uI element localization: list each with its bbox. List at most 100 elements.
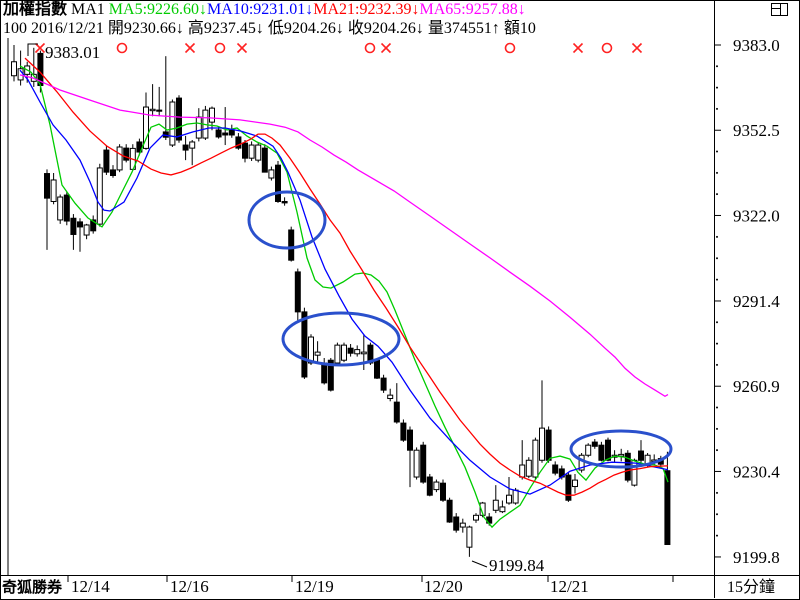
y-axis-minor-tick xyxy=(716,449,718,452)
candle-down xyxy=(228,129,235,136)
candle-down xyxy=(222,132,229,136)
candle-down xyxy=(77,221,83,228)
candle-up xyxy=(473,514,479,521)
candle-down xyxy=(420,444,427,483)
candle-down xyxy=(327,359,334,391)
extreme-price-label: 9383.01 xyxy=(45,43,100,62)
candle-down xyxy=(215,129,222,138)
ma-line-ma10 xyxy=(19,69,669,495)
candle-down xyxy=(301,311,308,378)
candle-up xyxy=(506,494,512,504)
x-axis-date-label: 12/14 xyxy=(71,577,110,596)
candle-down xyxy=(440,482,446,501)
candle-down xyxy=(552,464,559,474)
candle-down xyxy=(545,429,552,461)
candle-up xyxy=(631,459,638,486)
candle-up xyxy=(459,522,466,528)
signal-cross xyxy=(184,42,196,54)
x-axis-date-label: 12/16 xyxy=(170,577,209,596)
candle-up xyxy=(433,481,440,491)
period-label: 15分鐘 xyxy=(727,578,775,596)
y-axis-minor-tick xyxy=(716,321,718,324)
candle-down xyxy=(242,142,248,159)
y-axis-minor-tick xyxy=(716,193,718,196)
candle-down xyxy=(261,147,268,173)
candle-down xyxy=(598,444,605,461)
y-axis-minor-tick xyxy=(716,235,718,238)
ma-legend-item: MA65:9257.88↓ xyxy=(419,1,526,18)
y-axis-minor-tick xyxy=(716,342,718,345)
brand-label: 奇狐勝券 xyxy=(2,578,63,596)
y-axis-minor-tick xyxy=(716,427,718,430)
pane-layout-icon-bar xyxy=(772,8,780,9)
y-axis-minor-tick xyxy=(716,171,718,174)
candle-down xyxy=(156,109,163,112)
chart-header-line1: 加權指數 MA1 MA5:9226.60↓MA10:9231.01↓MA21:9… xyxy=(3,0,712,19)
candle-down xyxy=(407,429,413,451)
candle-up xyxy=(255,144,262,161)
ma-legend-item: MA10:9231.01↓ xyxy=(207,1,314,18)
candle-down xyxy=(110,169,116,177)
candle-down xyxy=(275,164,281,202)
candle-up xyxy=(209,107,215,123)
ohlc-readout-text: 100 2016/12/21 開9230.66↓ 高9237.45↓ 低9204… xyxy=(3,20,536,37)
x-axis-date-label: 12/19 xyxy=(295,577,334,596)
highlight-ellipse xyxy=(281,311,401,367)
y-axis-minor-tick xyxy=(716,150,718,153)
candle-down xyxy=(664,470,671,545)
candle-up xyxy=(360,351,367,355)
candle-down xyxy=(321,362,328,384)
candle-down xyxy=(235,136,242,149)
candle-up xyxy=(539,427,545,461)
y-axis-label: 9291.4 xyxy=(733,292,780,311)
y-axis-label: 9199.8 xyxy=(733,548,780,567)
candle-down xyxy=(70,217,77,235)
candle-up xyxy=(268,169,275,179)
x-axis-date-label: 12/20 xyxy=(424,577,463,596)
candle-up xyxy=(308,336,314,364)
y-axis-minor-tick xyxy=(716,363,718,366)
pane-layout-icon[interactable] xyxy=(771,3,788,16)
candle-up xyxy=(195,116,202,139)
y-axis-minor-tick xyxy=(716,406,718,409)
signal-circle xyxy=(364,42,376,54)
candle-down xyxy=(400,422,407,441)
extreme-price-label: 9199.84 xyxy=(489,556,545,575)
pane-layout-icon-divider xyxy=(780,4,781,15)
y-axis-minor-tick xyxy=(716,65,718,68)
ma-legend-item: MA21:9232.39↓ xyxy=(313,1,420,18)
signal-cross xyxy=(572,42,584,54)
y-axis-minor-tick xyxy=(716,278,718,281)
candle-down xyxy=(380,377,387,391)
ma-line-ma5 xyxy=(19,65,669,529)
candle-down xyxy=(63,194,70,222)
candle-up xyxy=(83,224,90,236)
candle-down xyxy=(638,450,644,461)
candle-down xyxy=(591,441,598,447)
price-label-pointer xyxy=(27,43,38,56)
candle-up xyxy=(525,459,532,477)
y-axis-minor-tick xyxy=(716,107,718,110)
y-axis-label: 9230.4 xyxy=(733,462,780,481)
candle-down xyxy=(182,144,189,151)
candle-up xyxy=(314,351,321,356)
candle-down xyxy=(281,200,288,204)
candle-down xyxy=(446,499,453,523)
ma-legend-item: MA5:9226.60↓ xyxy=(108,1,208,18)
candle-up xyxy=(50,179,57,202)
candle-up xyxy=(341,344,347,361)
candle-up xyxy=(492,499,499,511)
candle-up xyxy=(413,449,420,478)
candle-down xyxy=(103,149,110,173)
highlight-ellipse xyxy=(569,429,673,469)
candle-up xyxy=(248,144,255,159)
candle-up xyxy=(334,344,341,364)
ma-line-ma65 xyxy=(19,74,669,398)
candle-up xyxy=(169,101,176,146)
highlight-ellipse xyxy=(247,190,327,250)
signal-circle xyxy=(116,42,128,54)
signal-circle xyxy=(214,42,226,54)
y-axis-label: 9383.0 xyxy=(733,36,780,55)
